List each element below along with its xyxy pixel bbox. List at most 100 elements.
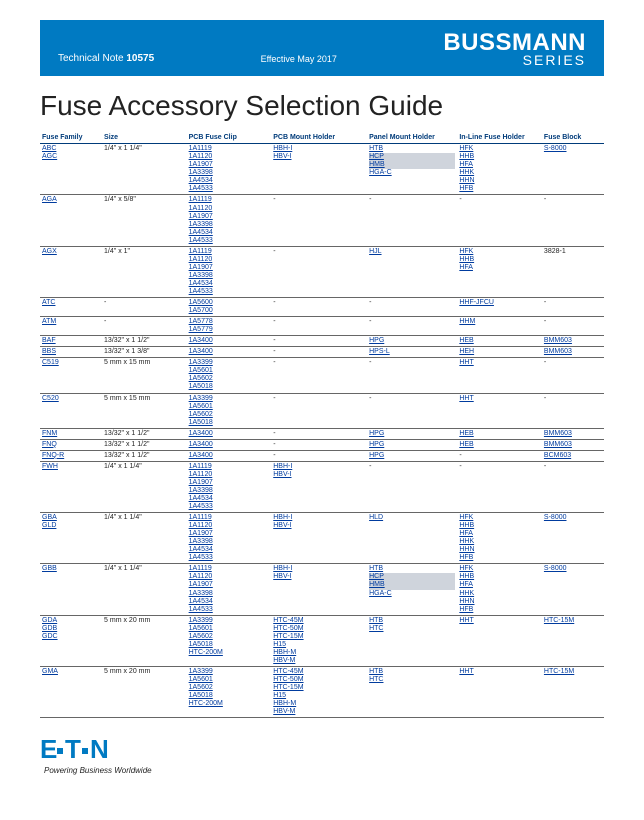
part-link[interactable]: HBV-I (273, 153, 365, 161)
part-link[interactable]: HHK (459, 538, 540, 546)
part-link[interactable]: HFA (459, 161, 540, 169)
part-link[interactable]: HTC-200M (189, 700, 270, 708)
part-link[interactable]: C519 (42, 359, 100, 367)
part-link[interactable]: HHB (459, 522, 540, 530)
part-link[interactable]: 1A3400 (189, 441, 270, 449)
part-link[interactable]: HHT (459, 359, 540, 367)
part-link[interactable]: HFB (459, 606, 540, 614)
part-link[interactable]: HBH-I (273, 145, 365, 153)
part-link[interactable]: HBV-I (273, 573, 365, 581)
part-link[interactable]: HCP (369, 573, 455, 581)
part-link[interactable]: ATC (42, 299, 100, 307)
part-link[interactable]: 1A5602 (189, 684, 270, 692)
part-link[interactable]: HTC (369, 676, 455, 684)
part-link[interactable]: HTC-15M (273, 633, 365, 641)
part-link[interactable]: 1A5700 (189, 307, 270, 315)
part-link[interactable]: HHF-JFCU (459, 299, 540, 307)
part-link[interactable]: HTB (369, 617, 455, 625)
part-link[interactable]: AGA (42, 196, 100, 204)
part-link[interactable]: HBH-M (273, 700, 365, 708)
part-link[interactable]: 1A4534 (189, 546, 270, 554)
part-link[interactable]: S-8000 (544, 145, 602, 153)
part-link[interactable]: 1A1120 (189, 471, 270, 479)
part-link[interactable]: 1A3400 (189, 337, 270, 345)
part-link[interactable]: HHM (459, 318, 540, 326)
part-link[interactable]: 1A3400 (189, 348, 270, 356)
part-link[interactable]: 1A1907 (189, 213, 270, 221)
part-link[interactable]: 1A3398 (189, 538, 270, 546)
part-link[interactable]: 1A4533 (189, 606, 270, 614)
part-link[interactable]: HTC-15M (544, 668, 602, 676)
part-link[interactable]: HEB (459, 337, 540, 345)
part-link[interactable]: 1A1907 (189, 479, 270, 487)
part-link[interactable]: HGA-C (369, 590, 455, 598)
part-link[interactable]: HPG (369, 337, 455, 345)
part-link[interactable]: 1A1120 (189, 522, 270, 530)
part-link[interactable]: 1A1119 (189, 196, 270, 204)
part-link[interactable]: 1A5602 (189, 411, 270, 419)
part-link[interactable]: 1A1120 (189, 573, 270, 581)
part-link[interactable]: 1A5602 (189, 375, 270, 383)
part-link[interactable]: BAF (42, 337, 100, 345)
part-link[interactable]: ABC (42, 145, 100, 153)
part-link[interactable]: GBA (42, 514, 100, 522)
part-link[interactable]: ATM (42, 318, 100, 326)
part-link[interactable]: HHB (459, 256, 540, 264)
part-link[interactable]: 1A1907 (189, 530, 270, 538)
part-link[interactable]: 1A4533 (189, 185, 270, 193)
part-link[interactable]: 1A3399 (189, 395, 270, 403)
part-link[interactable]: 1A1907 (189, 161, 270, 169)
part-link[interactable]: BMM603 (544, 430, 602, 438)
part-link[interactable]: HHK (459, 169, 540, 177)
part-link[interactable]: 1A4534 (189, 598, 270, 606)
part-link[interactable]: HJL (369, 248, 455, 256)
part-link[interactable]: HPS-L (369, 348, 455, 356)
part-link[interactable]: 1A4534 (189, 495, 270, 503)
part-link[interactable]: HTC-45M (273, 617, 365, 625)
part-link[interactable]: HBV-M (273, 708, 365, 716)
part-link[interactable]: 1A5601 (189, 625, 270, 633)
part-link[interactable]: 1A3398 (189, 169, 270, 177)
part-link[interactable]: 1A5018 (189, 419, 270, 427)
part-link[interactable]: BMM603 (544, 348, 602, 356)
part-link[interactable]: 1A1119 (189, 565, 270, 573)
part-link[interactable]: 1A1120 (189, 153, 270, 161)
part-link[interactable]: HTC-50M (273, 625, 365, 633)
part-link[interactable]: HHN (459, 177, 540, 185)
part-link[interactable]: HTC-45M (273, 668, 365, 676)
part-link[interactable]: 1A5600 (189, 299, 270, 307)
part-link[interactable]: 1A5018 (189, 641, 270, 649)
part-link[interactable]: 1A3398 (189, 272, 270, 280)
part-link[interactable]: HHT (459, 617, 540, 625)
part-link[interactable]: HFK (459, 514, 540, 522)
part-link[interactable]: 1A1120 (189, 256, 270, 264)
part-link[interactable]: GMA (42, 668, 100, 676)
part-link[interactable]: AGX (42, 248, 100, 256)
part-link[interactable]: HTC-200M (189, 649, 270, 657)
part-link[interactable]: BMM603 (544, 441, 602, 449)
part-link[interactable]: HBV-M (273, 657, 365, 665)
part-link[interactable]: 1A3399 (189, 617, 270, 625)
part-link[interactable]: C520 (42, 395, 100, 403)
part-link[interactable]: S-8000 (544, 565, 602, 573)
part-link[interactable]: 1A5601 (189, 367, 270, 375)
part-link[interactable]: HTC-15M (273, 684, 365, 692)
part-link[interactable]: HHT (459, 395, 540, 403)
part-link[interactable]: HHN (459, 546, 540, 554)
part-link[interactable]: HTB (369, 565, 455, 573)
part-link[interactable]: 1A4533 (189, 237, 270, 245)
part-link[interactable]: 1A4534 (189, 177, 270, 185)
part-link[interactable]: HHB (459, 153, 540, 161)
part-link[interactable]: 1A4533 (189, 554, 270, 562)
part-link[interactable]: HBV-I (273, 471, 365, 479)
part-link[interactable]: GLD (42, 522, 100, 530)
part-link[interactable]: HBH-M (273, 649, 365, 657)
part-link[interactable]: FNQ-R (42, 452, 100, 460)
part-link[interactable]: 1A1907 (189, 581, 270, 589)
part-link[interactable]: 1A4534 (189, 229, 270, 237)
part-link[interactable]: HFA (459, 530, 540, 538)
part-link[interactable]: S-8000 (544, 514, 602, 522)
part-link[interactable]: HBH-I (273, 463, 365, 471)
part-link[interactable]: 1A5601 (189, 676, 270, 684)
part-link[interactable]: HMB (369, 161, 455, 169)
